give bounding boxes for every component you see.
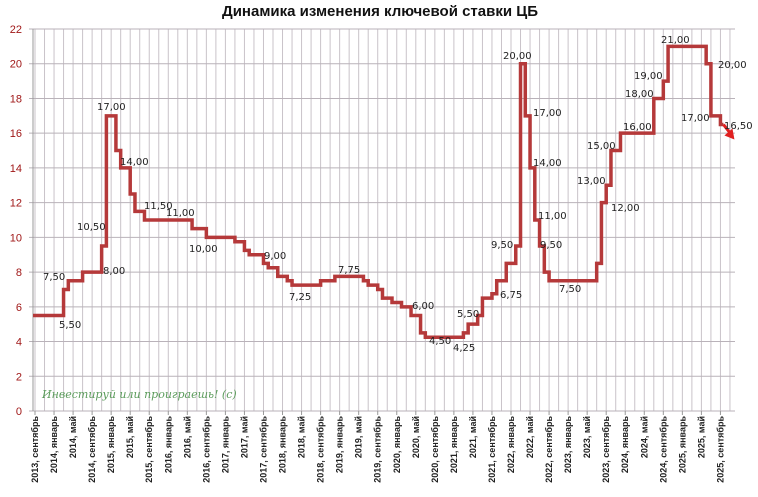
data-label: 14,00 [533, 158, 562, 169]
data-label: 6,75 [500, 290, 522, 301]
data-label: 20,00 [718, 60, 747, 71]
x-tick-label: 2017, январь [220, 416, 230, 474]
data-label: 21,00 [661, 35, 690, 46]
y-tick-label: 16 [10, 128, 22, 140]
x-tick-label: 2015, сентябрь [144, 416, 154, 483]
y-tick-label: 18 [10, 93, 22, 105]
y-tick-label: 8 [16, 267, 22, 279]
data-label: 14,00 [120, 157, 149, 168]
y-tick-label: 0 [16, 406, 22, 418]
data-label: 17,00 [681, 113, 710, 124]
data-label: 16,50 [724, 121, 753, 132]
data-label: 5,50 [59, 320, 81, 331]
data-label: 16,00 [623, 122, 652, 133]
y-tick-label: 22 [10, 24, 22, 36]
x-tick-label: 2020, сентябрь [430, 416, 440, 483]
data-label: 4,25 [453, 343, 475, 354]
data-label: 8,00 [103, 266, 125, 277]
data-label: 9,50 [491, 240, 513, 251]
data-label: 11,50 [144, 201, 173, 212]
x-tick-label: 2013, сентябрь [30, 416, 40, 483]
grid [29, 28, 735, 412]
y-axis: 0 2 4 6 8 10 12 14 16 18 20 22 [10, 24, 34, 418]
x-tick-label: 2019, январь [335, 416, 345, 474]
y-tick-label: 12 [10, 198, 22, 210]
data-label: 9,50 [540, 240, 562, 251]
x-tick-label: 2014, январь [49, 416, 59, 474]
x-tick-label: 2024, сентябрь [658, 416, 668, 483]
y-tick-label: 20 [10, 59, 22, 71]
data-label: 11,00 [538, 211, 567, 222]
y-tick-label: 6 [16, 302, 22, 314]
chart-title: Динамика изменения ключевой ставки ЦБ [222, 3, 538, 20]
x-tick-label: 2016, январь [163, 416, 173, 474]
x-tick-label: 2015, май [125, 416, 135, 458]
x-tick-label: 2023, январь [563, 416, 573, 474]
data-label: 10,00 [189, 244, 218, 255]
x-tick-label: 2017, май [239, 416, 249, 458]
x-tick-label: 2015, январь [106, 416, 116, 474]
data-label: 7,50 [43, 272, 65, 283]
x-tick-label: 2016, май [182, 416, 192, 458]
x-tick-label: 2023, сентябрь [601, 416, 611, 483]
data-label: 17,00 [533, 108, 562, 119]
data-label: 7,75 [338, 265, 360, 276]
y-tick-label: 10 [10, 232, 22, 244]
x-tick-label: 2016, сентябрь [201, 416, 211, 483]
x-tick-label: 2018, сентябрь [316, 416, 326, 483]
x-tick-label: 2020, январь [392, 416, 402, 474]
x-tick-label: 2021, январь [449, 416, 459, 474]
x-tick-label: 2025, май [696, 416, 706, 458]
x-tick-label: 2022, сентябрь [544, 416, 554, 483]
x-tick-label: 2017, сентябрь [258, 416, 268, 483]
rate-step-line [33, 44, 724, 339]
data-label: 7,25 [289, 292, 311, 303]
data-label: 10,50 [77, 222, 106, 233]
series-line [33, 44, 735, 339]
data-label: 15,00 [587, 141, 616, 152]
data-label: 18,00 [625, 89, 654, 100]
x-tick-label: 2021, сентябрь [487, 416, 497, 483]
x-tick-label: 2014, сентябрь [87, 416, 97, 483]
data-label: 11,00 [166, 208, 195, 219]
x-tick-label: 2025, сентябрь [715, 416, 725, 483]
x-tick-label: 2014, май [68, 416, 78, 458]
data-label: 6,00 [412, 301, 434, 312]
x-tick-label: 2024, май [639, 416, 649, 458]
data-label: 7,50 [559, 284, 581, 295]
x-tick-label: 2024, январь [620, 416, 630, 474]
x-tick-label: 2019, май [354, 416, 364, 458]
x-tick-label: 2022, май [525, 416, 535, 458]
y-tick-label: 14 [10, 163, 22, 175]
x-tick-label: 2022, январь [506, 416, 516, 474]
data-label: 19,00 [634, 71, 663, 82]
data-label: 5,50 [457, 309, 479, 320]
trend-arrow-icon [724, 128, 735, 140]
y-tick-label: 2 [16, 371, 22, 383]
x-tick-label: 2021, май [468, 416, 478, 458]
x-tick-label: 2019, сентябрь [373, 416, 383, 483]
data-label: 20,00 [503, 51, 532, 62]
data-label: 4,50 [429, 336, 451, 347]
x-tick-label: 2018, май [297, 416, 307, 458]
data-label: 9,00 [264, 251, 286, 262]
data-label: 13,00 [577, 176, 606, 187]
y-tick-label: 4 [16, 337, 22, 349]
data-label: 17,00 [97, 102, 126, 113]
x-axis: 2013, сентябрь 2014, январь 2014, май 2014,… [30, 411, 725, 483]
data-labels: 7,505,5010,508,0017,0014,0011,5011,0010,… [43, 35, 753, 354]
x-tick-label: 2023, май [582, 416, 592, 458]
annotation-text: Инвестируй или проиграешь! (с) [41, 388, 237, 401]
x-tick-label: 2025, январь [677, 416, 687, 474]
data-label: 12,00 [611, 203, 640, 214]
x-tick-label: 2020, май [411, 416, 421, 458]
x-tick-label: 2018, январь [278, 416, 288, 474]
